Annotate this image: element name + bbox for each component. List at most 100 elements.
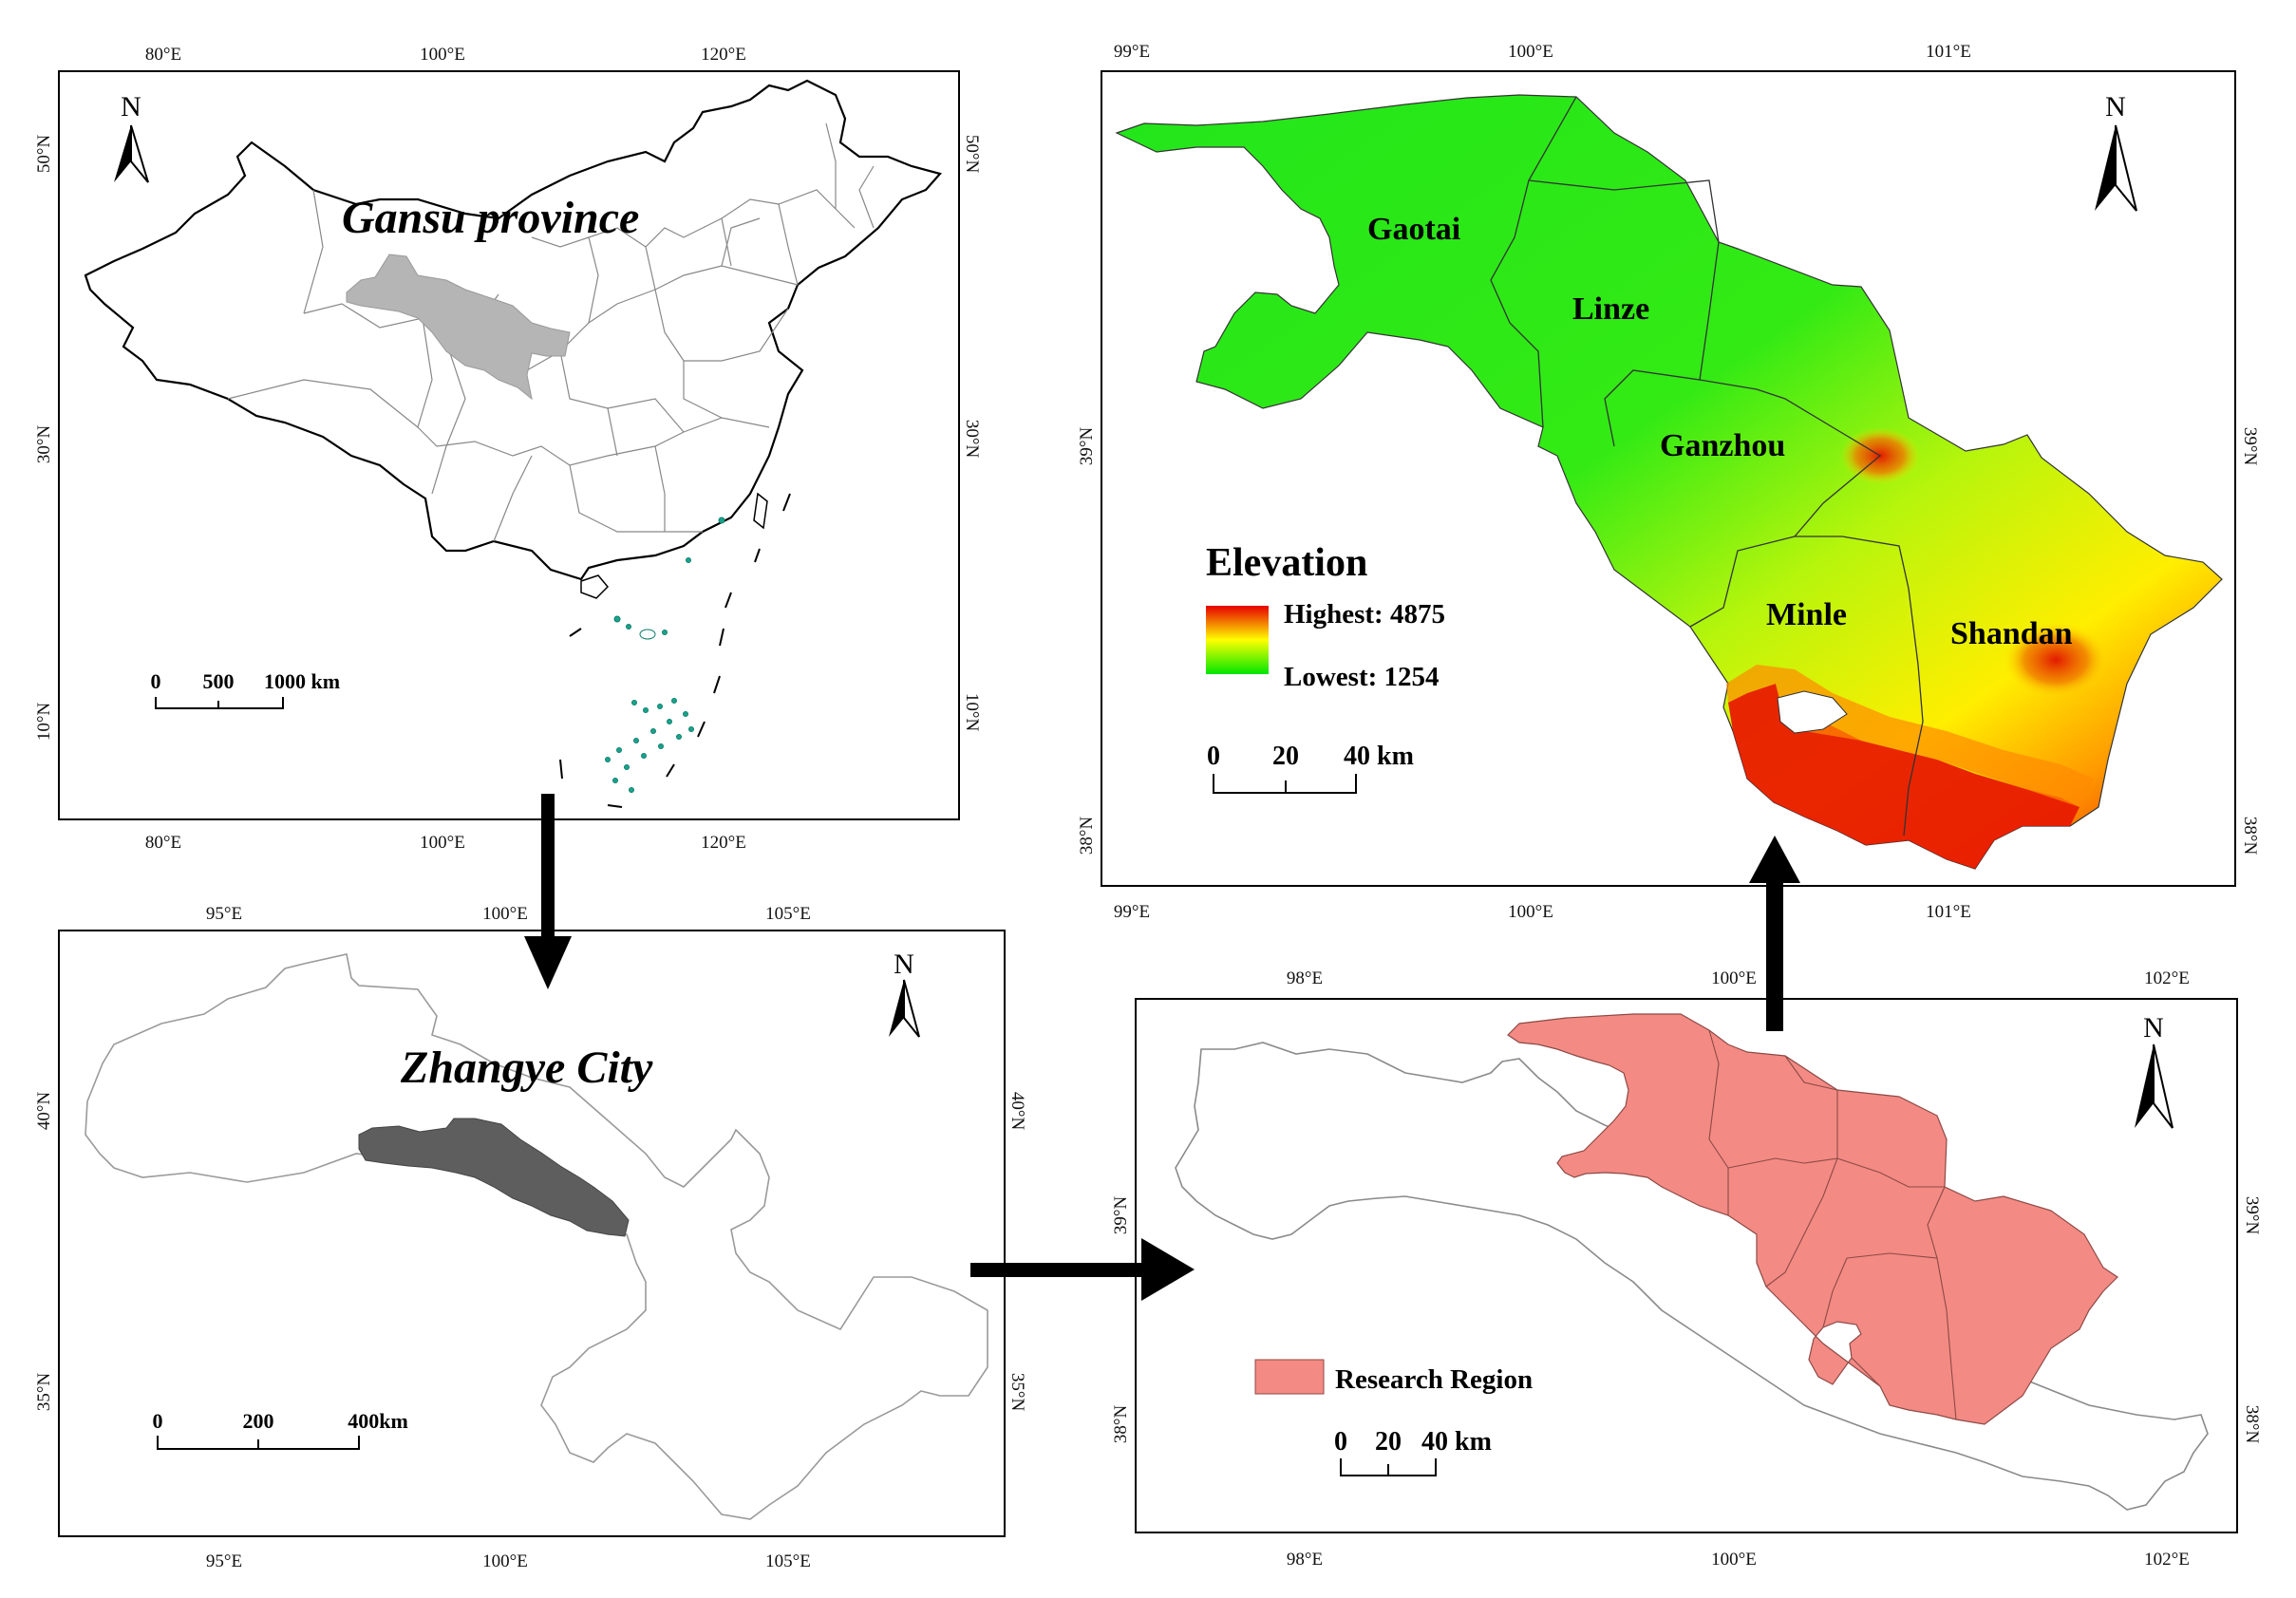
north-arrow-icon-light xyxy=(130,124,149,183)
elev-top-tick-99: 99°E xyxy=(1114,42,1150,62)
zy-left-tick-39: 39°N xyxy=(1111,1196,1131,1235)
elevation-panel: 99°E 100°E 101°E 99°E 100°E 101°E 39°N 3… xyxy=(1077,42,2260,922)
china-right-tick-10: 10°N xyxy=(962,693,982,732)
china-north-arrow: N xyxy=(114,91,149,183)
elev-top-tick-101: 101°E xyxy=(1926,42,1971,62)
county-ganzhou: Ganzhou xyxy=(1660,428,1785,463)
gansu-bottom-tick-105: 105°E xyxy=(765,1551,811,1571)
zy-right-tick-39: 39°N xyxy=(2242,1196,2262,1235)
zhangye-highlight xyxy=(358,1118,630,1237)
zy-top-tick-102: 102°E xyxy=(2144,968,2190,988)
elev-bottom-tick-100: 100°E xyxy=(1508,902,1553,922)
gansu-north-label: N xyxy=(894,949,914,980)
gansu-top-tick-100: 100°E xyxy=(482,904,528,924)
north-arrow-icon xyxy=(889,980,904,1037)
gansu-top-tick-95: 95°E xyxy=(206,904,242,924)
nine-dash-line xyxy=(559,493,791,808)
china-top-tick-120: 120°E xyxy=(701,45,746,65)
elev-left-tick-39: 39°N xyxy=(1077,427,1097,466)
flow-arrows xyxy=(524,794,1800,1301)
gansu-bottom-tick-95: 95°E xyxy=(206,1551,242,1571)
gansu-bottom-tick-100: 100°E xyxy=(482,1551,528,1571)
north-arrow-icon-light xyxy=(2115,124,2137,212)
arrow-down-icon xyxy=(524,794,572,989)
china-left-tick-50: 50°N xyxy=(34,135,54,174)
zy-scale-20: 20 xyxy=(1375,1427,1402,1457)
zy-top-tick-100: 100°E xyxy=(1711,968,1757,988)
china-scale-1000: 1000 km xyxy=(264,669,340,693)
elev-scale-40: 40 km xyxy=(1344,742,1414,771)
zy-scale-40: 40 km xyxy=(1421,1427,1492,1457)
county-minle: Minle xyxy=(1766,597,1847,632)
county-gaotai: Gaotai xyxy=(1367,212,1460,247)
china-bottom-tick-120: 120°E xyxy=(701,833,746,853)
zhangye-scale-bar: 0 20 40 km xyxy=(1334,1427,1492,1476)
elev-right-tick-39: 39°N xyxy=(2240,427,2260,466)
gansu-scale-200: 200 xyxy=(243,1409,274,1433)
elev-legend-gradient xyxy=(1206,606,1269,674)
gansu-right-tick-35: 35°N xyxy=(1007,1373,1027,1412)
china-right-tick-30: 30°N xyxy=(962,420,982,459)
gansu-panel: 95°E 100°E 105°E 95°E 100°E 105°E 40°N 3… xyxy=(34,904,1027,1571)
zy-north-label: N xyxy=(2143,1012,2164,1043)
china-left-tick-10: 10°N xyxy=(34,703,54,742)
arrow-right-icon xyxy=(970,1238,1195,1301)
elev-legend-high: Highest: 4875 xyxy=(1284,599,1445,630)
zy-scale-0: 0 xyxy=(1334,1427,1347,1457)
south-china-sea-islands xyxy=(605,517,725,793)
china-bottom-tick-80: 80°E xyxy=(145,833,181,853)
china-right-tick-50: 50°N xyxy=(962,135,982,174)
north-arrow-icon xyxy=(2095,125,2116,211)
hotspot-shandan xyxy=(2004,622,2108,698)
research-legend: Research Region xyxy=(1254,1359,1533,1395)
elev-scale-0: 0 xyxy=(1207,742,1220,771)
elev-scale-20: 20 xyxy=(1272,742,1299,771)
research-legend-swatch xyxy=(1254,1359,1325,1395)
china-left-tick-30: 30°N xyxy=(34,425,54,464)
elev-north-label: N xyxy=(2105,91,2126,122)
china-panel: 80°E 100°E 120°E 80°E 100°E 120°E 50°N 3… xyxy=(34,45,982,853)
hainan-island xyxy=(580,574,610,599)
research-boundaries xyxy=(1708,1029,1957,1420)
gansu-scale-0: 0 xyxy=(153,1409,163,1433)
elevation-legend: Elevation Highest: 4875 Lowest: 1254 xyxy=(1206,541,1445,692)
zy-left-tick-38: 38°N xyxy=(1111,1405,1131,1444)
elev-bottom-tick-101: 101°E xyxy=(1926,902,1971,922)
research-legend-label: Research Region xyxy=(1335,1364,1533,1395)
north-arrow-icon xyxy=(2135,1044,2154,1128)
china-scale-0: 0 xyxy=(151,669,161,693)
north-arrow-icon-light xyxy=(2153,1043,2174,1129)
zy-bottom-tick-98: 98°E xyxy=(1287,1550,1323,1570)
taiwan-island xyxy=(753,492,768,530)
arrow-up-icon xyxy=(1749,836,1800,1031)
china-north-label: N xyxy=(121,91,141,122)
north-arrow-icon xyxy=(114,125,131,182)
gansu-title: Zhangye City xyxy=(400,1043,653,1093)
zy-right-tick-38: 38°N xyxy=(2242,1405,2262,1444)
elev-bottom-tick-99: 99°E xyxy=(1114,902,1150,922)
china-bottom-tick-100: 100°E xyxy=(420,833,465,853)
china-scale-500: 500 xyxy=(203,669,235,693)
elev-right-tick-38: 38°N xyxy=(2240,817,2260,855)
china-top-tick-100: 100°E xyxy=(420,45,465,65)
gansu-top-tick-105: 105°E xyxy=(765,904,811,924)
zhangye-north-arrow: N xyxy=(2135,1012,2174,1129)
china-scale-bar: 0 500 1000 km xyxy=(151,669,340,709)
elevation-scale-bar: 0 20 40 km xyxy=(1207,742,1414,794)
elev-legend-title: Elevation xyxy=(1206,541,1367,585)
gansu-highlight xyxy=(346,254,571,401)
elevation-north-arrow: N xyxy=(2095,91,2137,212)
zy-top-tick-98: 98°E xyxy=(1287,968,1323,988)
north-arrow-icon-light xyxy=(903,979,920,1038)
county-shandan: Shandan xyxy=(1950,616,2073,651)
elev-left-tick-38: 38°N xyxy=(1077,817,1097,855)
county-boundaries xyxy=(1490,96,1924,837)
zhangye-panel: 98°E 100°E 102°E 98°E 100°E 102°E 39°N 3… xyxy=(1111,968,2262,1570)
minle-inclusion xyxy=(1777,690,1848,734)
gansu-left-tick-35: 35°N xyxy=(34,1373,54,1412)
china-title: Gansu province xyxy=(342,193,639,243)
gansu-scale-bar: 0 200 400km xyxy=(153,1409,408,1450)
zy-bottom-tick-100: 100°E xyxy=(1711,1550,1757,1570)
gansu-outline xyxy=(85,953,988,1520)
